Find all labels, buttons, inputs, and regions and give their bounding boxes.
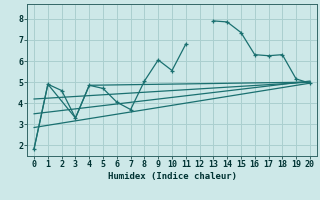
X-axis label: Humidex (Indice chaleur): Humidex (Indice chaleur) (108, 172, 236, 181)
